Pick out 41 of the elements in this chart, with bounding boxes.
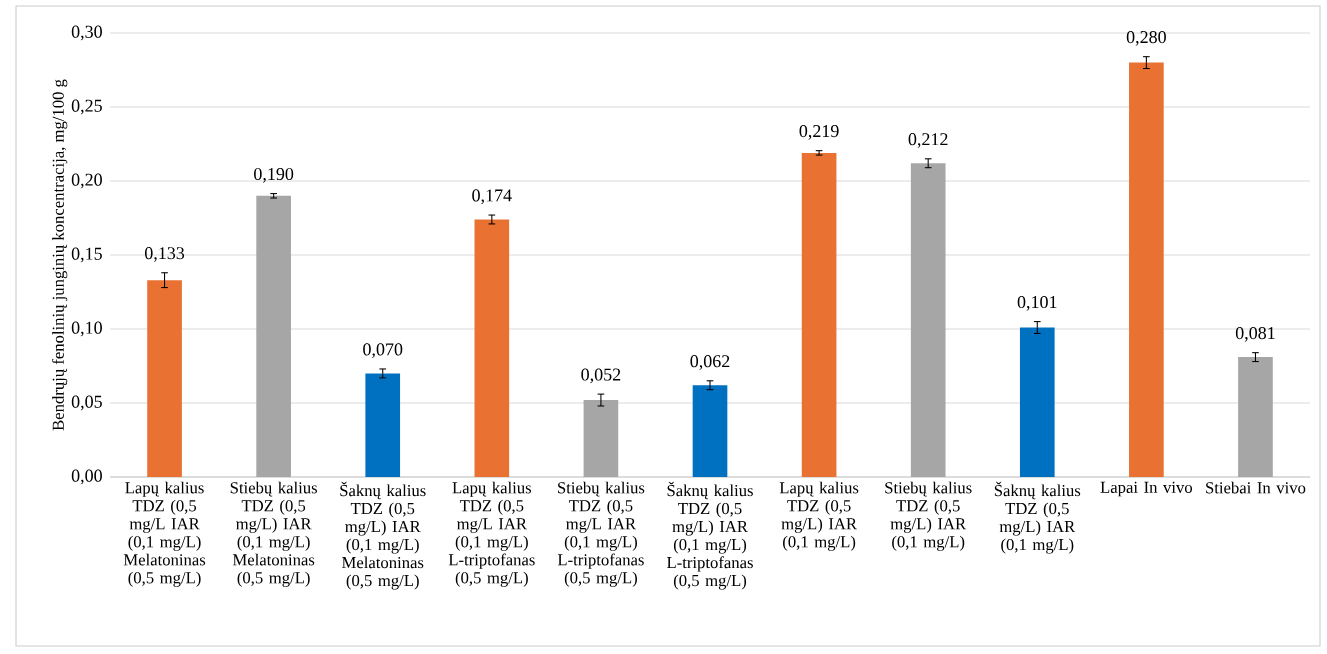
data-label: 0,280	[1126, 31, 1166, 46]
data-label: 0,070	[363, 343, 403, 359]
y-tick-label: 0,15	[71, 247, 102, 263]
y-tick-label: 0,25	[71, 99, 102, 115]
data-label: 0,062	[690, 355, 730, 370]
y-tick-label: 0,30	[71, 25, 102, 41]
x-tick-label: Šaknų kalius TDZ (0,5 mg/L) IAR (0,1 mg/L) L-triptofanas (0,5 mg/L)	[666, 481, 753, 590]
bar	[1129, 62, 1164, 477]
y-axis-title: Bendrųjų fenolinių junginių koncentracija, mg/100 g	[51, 79, 68, 431]
bar	[147, 280, 182, 477]
y-tick-label: 0,05	[71, 395, 102, 411]
bar	[1019, 327, 1055, 477]
x-tick-label: Lapų kalius TDZ (0,5 mg/L IAR (0,1 mg/L) Melatoninas (0,5 mg/L)	[123, 481, 206, 587]
x-tick-label: Lapų kalius TDZ (0,5 mg/L) IAR (0,1 mg/L)	[779, 481, 859, 551]
data-label: 0,190	[254, 167, 294, 183]
data-label: 0,212	[908, 133, 948, 148]
data-label: 0,101	[1017, 295, 1057, 311]
x-tick-label: Šaknų kalius TDZ (0,5 mg/L) IAR (0,1 mg/L) Melatoninas (0,5 mg/L)	[340, 481, 426, 590]
y-tick-label: 0,00	[71, 469, 102, 485]
bar	[256, 195, 291, 477]
data-label: 0,133	[144, 247, 185, 262]
bar	[365, 373, 401, 477]
bar	[1238, 357, 1273, 477]
bar	[910, 163, 946, 477]
data-label: 0,174	[472, 189, 512, 205]
data-label: 0,052	[581, 368, 621, 384]
bar	[474, 219, 510, 477]
y-tick-label: 0,10	[71, 321, 102, 337]
x-tick-label: Lapai In vivo	[1100, 481, 1193, 497]
bar	[583, 400, 619, 477]
bar	[692, 385, 728, 477]
data-label: 0,219	[799, 124, 839, 140]
x-tick-label: Stiebų kalius TDZ (0,5 mg/L) IAR (0,1 mg/L) Melatoninas (0,5 mg/L)	[230, 481, 318, 587]
x-tick-label: Stiebų kalius TDZ (0,5 mg/L) IAR (0,1 mg/L)	[885, 481, 972, 551]
data-label: 0,081	[1235, 327, 1275, 342]
x-tick-label: Stiebų kalius TDZ (0,5 mg/L IAR (0,1 mg/L) L-triptofanas (0,5 mg/L)	[557, 481, 645, 587]
x-tick-label: Stiebai In vivo	[1206, 481, 1306, 494]
x-tick-label: Šaknų kalius TDZ (0,5 mg/L) IAR (0,1 mg/L)	[994, 481, 1081, 554]
x-tick-label: Lapų kalius TDZ (0,5 mg/L IAR (0,1 mg/L) L-triptofanas (0,5 mg/L)	[448, 481, 535, 587]
y-tick-label: 0,20	[71, 173, 102, 189]
bar	[801, 152, 837, 477]
